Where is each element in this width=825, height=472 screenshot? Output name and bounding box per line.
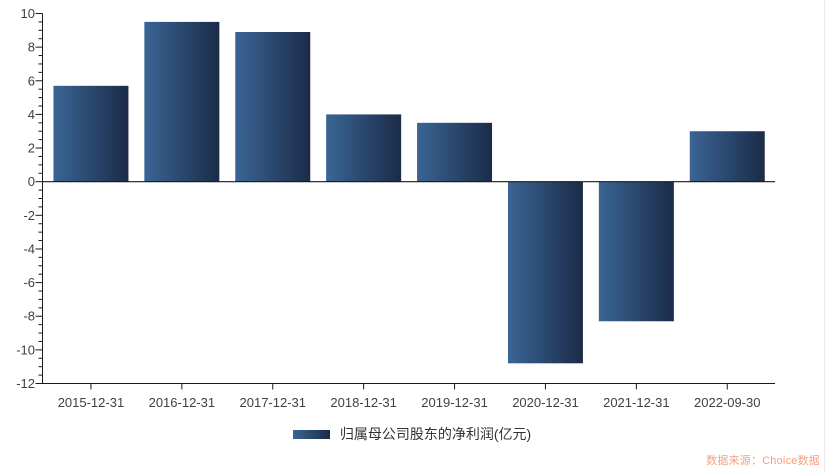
x-tick-label: 2020-12-31 bbox=[512, 395, 579, 410]
x-tick-label: 2016-12-31 bbox=[149, 395, 216, 410]
bar bbox=[326, 114, 402, 182]
bar bbox=[507, 181, 583, 364]
x-tick-label: 2021-12-31 bbox=[603, 395, 670, 410]
x-tick-label: 2022-09-30 bbox=[694, 395, 761, 410]
bar bbox=[235, 32, 311, 182]
legend-swatch bbox=[292, 429, 330, 439]
legend-label: 归属母公司股东的净利润(亿元) bbox=[339, 426, 532, 442]
bar bbox=[598, 181, 674, 322]
x-tick-label: 2019-12-31 bbox=[421, 395, 488, 410]
y-tick-label: -12 bbox=[16, 376, 35, 391]
bar bbox=[144, 21, 220, 182]
x-tick-label: 2017-12-31 bbox=[240, 395, 307, 410]
y-tick-label: 6 bbox=[28, 73, 35, 88]
chart-legend: 归属母公司股东的净利润(亿元) bbox=[0, 424, 824, 444]
y-tick-label: 2 bbox=[28, 141, 35, 156]
bar bbox=[689, 131, 765, 182]
y-tick-label: 8 bbox=[28, 40, 35, 55]
bar bbox=[417, 122, 493, 182]
bar-chart: -12 -10 -8 -6 -4 -2 0 2 4 6 8 10 2015-12-31 2016-12-3… bbox=[16, 6, 775, 410]
y-tick-label: 0 bbox=[28, 174, 35, 189]
y-tick-label: -2 bbox=[23, 208, 35, 223]
data-source-label: 数据来源：Choice数据 bbox=[706, 455, 820, 467]
x-tick-label: 2015-12-31 bbox=[58, 395, 125, 410]
y-tick-label: -4 bbox=[23, 241, 35, 256]
y-tick-label: -8 bbox=[23, 309, 35, 324]
y-tick-label: 4 bbox=[28, 107, 35, 122]
bar bbox=[53, 85, 129, 182]
y-tick-label: 10 bbox=[21, 6, 35, 21]
y-tick-label: -6 bbox=[23, 275, 35, 290]
y-tick-label: -10 bbox=[16, 342, 35, 357]
x-tick-label: 2018-12-31 bbox=[330, 395, 397, 410]
